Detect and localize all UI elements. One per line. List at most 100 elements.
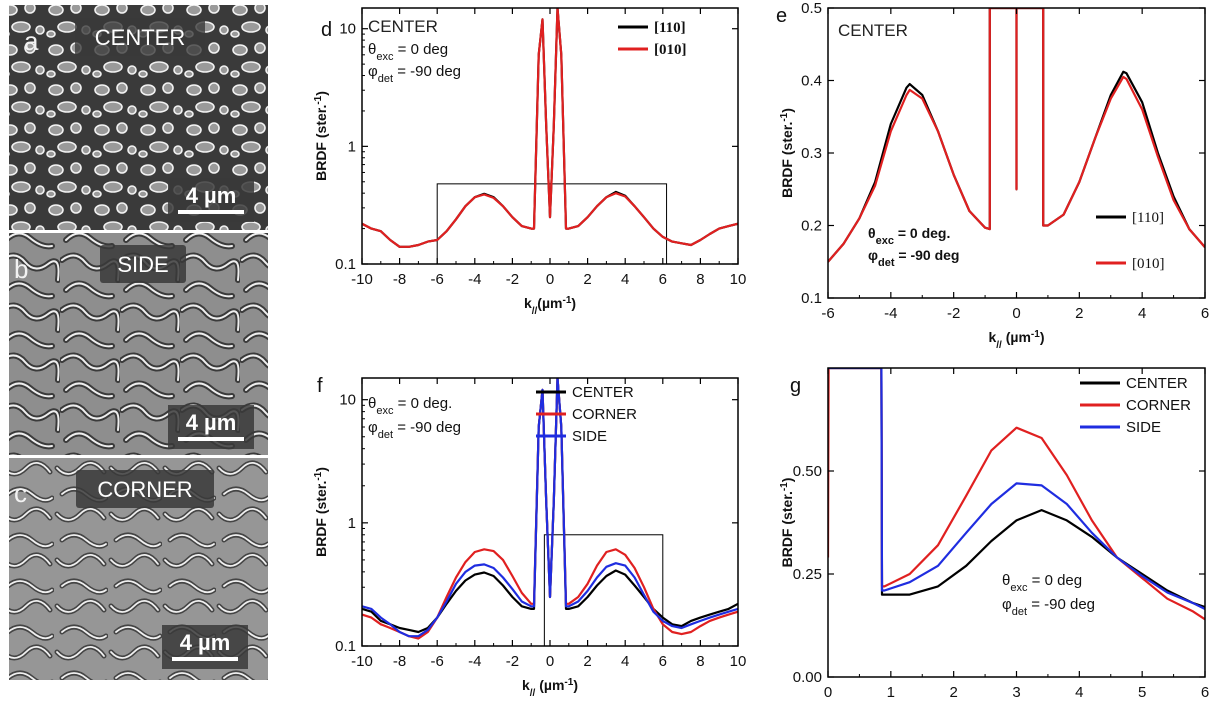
sem-title-b: SIDE [117, 252, 168, 277]
x-tick-label-d-8: 6 [659, 271, 667, 288]
panel-title-e: CENTER [838, 21, 908, 40]
series-line-g-1 [828, 368, 1205, 621]
annotation-e-0: θexc = 0 deg. [868, 225, 950, 247]
chart-f: -10 -8 -6 -4 -2 0 2 4 6 8 10 0.1 1 10 k// (µm-1) BRDF (… [313, 375, 747, 699]
x-tick-label-f-8: 6 [659, 653, 667, 670]
annotation-f-1: φdet = -90 deg [368, 419, 461, 441]
annotation-d-0: θexc = 0 deg [368, 41, 448, 63]
series-line-d-1 [362, 8, 738, 248]
legend-label-e-1: [010] [1132, 256, 1165, 272]
y-tick-label-d-2: 10 [339, 21, 356, 38]
sem-letter-a: a [24, 26, 39, 56]
annotation-g-1: φdet = -90 deg [1002, 596, 1095, 618]
x-tick-label-f-1: -8 [393, 653, 406, 670]
y-tick-label-e-2: 0.3 [801, 145, 822, 162]
y-tick-label-g-0: 0.00 [793, 669, 822, 686]
chart-e: -6 -4 -2 0 2 4 6 0.1 0.2 0.3 0.4 0.5 k// (µm-1) BRDF … [776, 0, 1209, 351]
scalebar-bg-c [162, 625, 248, 669]
y-axis-label-e: BRDF (ster.-1) [779, 108, 796, 198]
scalebar-label-b: 4 µm [186, 410, 237, 435]
x-tick-label-d-1: -8 [393, 271, 406, 288]
x-tick-label-f-4: -2 [506, 653, 519, 670]
x-tick-label-f-9: 8 [696, 653, 704, 670]
y-tick-label-d-1: 1 [348, 138, 356, 155]
x-axis-label-d: k//(µm-1) [524, 295, 576, 317]
x-tick-label-e-4: 2 [1075, 305, 1083, 322]
x-tick-label-g-6: 6 [1201, 684, 1209, 701]
series-line-f-1 [362, 378, 738, 640]
y-axis-label-f: BRDF (ster.-1) [313, 467, 330, 557]
x-tick-label-e-3: 0 [1012, 305, 1020, 322]
x-tick-label-g-2: 2 [949, 684, 957, 701]
y-tick-label-f-0: 0.1 [335, 638, 356, 655]
series-line-g-2 [828, 368, 1205, 610]
series-group-f [362, 378, 738, 640]
y-axis-label-d: BRDF (ster.-1) [313, 91, 330, 181]
y-axis-label-g: BRDF (ster.-1) [779, 478, 796, 568]
legend-label-g-1: CORNER [1126, 397, 1191, 414]
x-tick-label-d-7: 4 [621, 271, 629, 288]
scalebar-bg-a [168, 178, 254, 222]
chart-d: -10 -8 -6 -4 -2 0 2 4 6 8 10 0.1 1 10 k//(µm-1) BRDF (s… [313, 7, 747, 317]
y-tick-label-e-3: 0.4 [801, 73, 822, 90]
y-tick-label-e-4: 0.5 [801, 0, 822, 17]
series-line-f-2 [362, 378, 738, 638]
y-tick-label-g-2: 0.50 [793, 463, 822, 480]
scalebar-a [178, 210, 244, 214]
sem-title-box-b [100, 245, 186, 283]
scalebar-label-c: 4 µm [180, 630, 231, 655]
x-axis-label-f: k// (µm-1) [522, 677, 578, 699]
x-tick-label-f-7: 4 [621, 653, 629, 670]
sem-letter-b: b [14, 254, 28, 284]
x-tick-label-f-5: 0 [546, 653, 554, 670]
legend-label-f-2: SIDE [572, 428, 607, 445]
scalebar-b [178, 437, 244, 441]
panel-letter-e: e [776, 5, 787, 27]
scalebar-label-a: 4 µm [186, 183, 237, 208]
x-tick-label-f-6: 2 [583, 653, 591, 670]
x-tick-label-f-2: -6 [431, 653, 444, 670]
legend-label-g-0: CENTER [1126, 375, 1188, 392]
legend-label-f-1: CORNER [572, 406, 637, 423]
scalebar-c [172, 657, 238, 661]
x-tick-label-d-5: 0 [546, 271, 554, 288]
sem-letter-c: c [14, 478, 27, 508]
y-tick-label-d-0: 0.1 [335, 256, 356, 273]
x-tick-label-d-2: -6 [431, 271, 444, 288]
sem-title-a: CENTER [95, 25, 185, 50]
panel-letter-g: g [790, 375, 801, 397]
legend-label-f-0: CENTER [572, 384, 634, 401]
y-tick-label-f-1: 1 [348, 515, 356, 532]
x-axis-label-e: k// (µm-1) [988, 329, 1044, 351]
series-group-d [362, 8, 738, 248]
plot-frame-g [827, 367, 1206, 678]
annotation-f-0: θexc = 0 deg. [368, 395, 452, 417]
x-tick-label-d-9: 8 [696, 271, 704, 288]
x-tick-label-e-5: 4 [1138, 305, 1146, 322]
x-tick-label-g-1: 1 [887, 684, 895, 701]
series-group-g [828, 368, 1205, 621]
legend-label-d-1: [010] [654, 42, 687, 58]
annotation-g-0: θexc = 0 deg [1002, 572, 1082, 594]
panel-title-d: CENTER [368, 17, 438, 36]
x-tick-label-f-0: -10 [351, 653, 373, 670]
x-tick-label-e-2: -2 [947, 305, 960, 322]
sem-title-box-a [75, 18, 205, 56]
x-tick-label-d-10: 10 [730, 271, 747, 288]
series-group-e [828, 8, 1205, 263]
legend-label-d-0: [110] [654, 20, 686, 36]
annotation-e-1: φdet = -90 deg [868, 247, 959, 269]
sem-panel-b: b SIDE 4 µm [9, 233, 268, 455]
scalebar-bg-b [168, 405, 254, 449]
x-tick-label-f-3: -4 [468, 653, 481, 670]
sem-panel-a: a CENTER 4 µm [9, 5, 268, 230]
sem-panel-c: c CORNER 4 µm [9, 458, 268, 680]
panel-letter-d: d [321, 19, 332, 41]
y-tick-label-g-1: 0.25 [793, 566, 822, 583]
x-tick-label-g-3: 3 [1012, 684, 1020, 701]
panel-letter-f: f [317, 375, 323, 397]
x-tick-label-e-0: -6 [821, 305, 834, 322]
x-tick-label-d-3: -4 [468, 271, 481, 288]
